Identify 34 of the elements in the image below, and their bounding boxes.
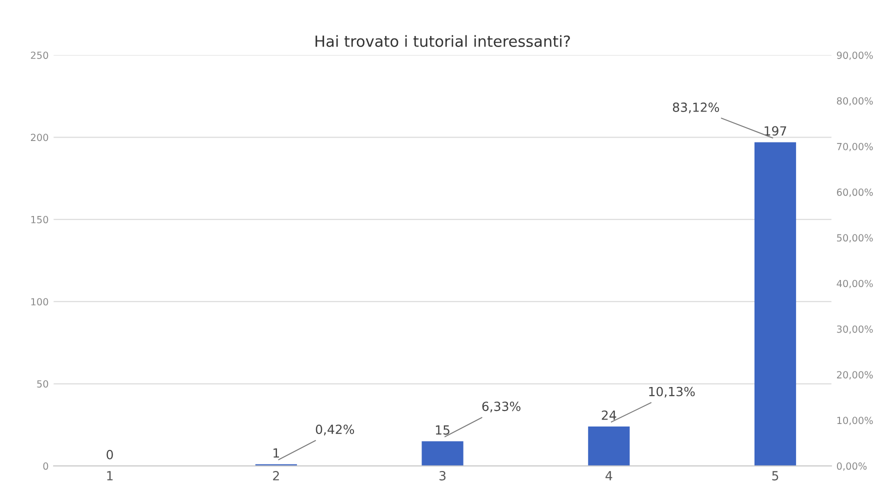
y2-tick-label: 80,00% — [836, 97, 873, 106]
annotation: 83,12% — [672, 102, 720, 114]
y2-tick-label: 50,00% — [837, 234, 873, 243]
y2-tick-label: 90,00% — [836, 52, 873, 60]
chart-title: Hai trovato i tutorial interessanti? — [316, 35, 570, 47]
bar — [754, 142, 796, 466]
x-tick-label: 4 — [606, 471, 612, 480]
bar — [422, 441, 464, 466]
bar — [588, 426, 630, 466]
x-tick-label: 3 — [440, 471, 446, 480]
y-tick-label: 150 — [31, 216, 48, 224]
x-tick-label: 5 — [772, 471, 778, 480]
y-tick-label: 50 — [37, 380, 48, 388]
y2-tick-label: 60,00% — [836, 188, 873, 197]
data-label: 24 — [602, 410, 616, 420]
y2-tick-label: 10,00% — [837, 416, 873, 426]
y-tick-label: 250 — [30, 52, 48, 59]
data-label: 1 — [274, 448, 279, 458]
y-tick-label: 200 — [30, 134, 48, 142]
y2-tick-label: 30,00% — [837, 325, 873, 334]
annotation: 0,42% — [316, 424, 354, 436]
y2-tick-label: 70,00% — [837, 142, 873, 152]
y-tick-label: 100 — [31, 298, 48, 306]
data-label: 197 — [764, 126, 786, 136]
y2-tick-label: 40,00% — [836, 280, 873, 288]
annotation: 6,33% — [482, 402, 520, 412]
y-tick-label: 0 — [43, 462, 48, 470]
x-tick-label: 1 — [107, 471, 113, 480]
data-label: 0 — [106, 450, 113, 460]
y2-tick-label: 20,00% — [836, 371, 873, 380]
x-tick-label: 2 — [273, 471, 279, 480]
data-label: 15 — [436, 425, 450, 435]
annotation: 10,13% — [649, 386, 695, 398]
y2-tick-label: 0,00% — [836, 462, 867, 471]
